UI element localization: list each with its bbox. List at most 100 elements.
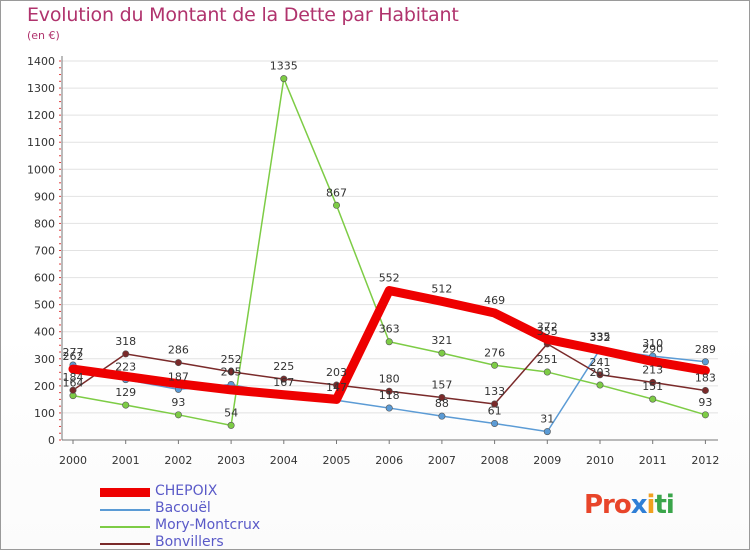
- y-tick-label: 1300: [27, 82, 55, 95]
- data-point: [69, 365, 77, 373]
- data-label: 129: [115, 386, 136, 399]
- data-label: 183: [695, 371, 716, 384]
- data-label: 205: [221, 366, 242, 379]
- data-label: 286: [168, 344, 189, 357]
- data-point: [332, 201, 340, 209]
- x-tick-label: 2000: [59, 454, 87, 467]
- x-tick-label: 2008: [481, 454, 509, 467]
- data-point: [174, 411, 182, 419]
- y-tick-label: 1200: [27, 109, 55, 122]
- data-label: 184: [63, 371, 84, 384]
- data-point: [701, 411, 709, 419]
- chart-subtitle: (en €): [27, 29, 60, 42]
- data-point: [491, 419, 499, 427]
- data-label: 223: [115, 361, 136, 374]
- data-point: [649, 378, 657, 386]
- x-tick-label: 2005: [323, 454, 351, 467]
- data-point: [122, 373, 129, 380]
- data-label: 290: [642, 342, 663, 355]
- legend-swatch: [100, 488, 150, 497]
- data-point: [333, 396, 340, 403]
- y-tick-label: 1000: [27, 163, 55, 176]
- logo-part-2: x: [630, 490, 648, 520]
- data-point: [227, 368, 235, 376]
- y-tick-label: 100: [34, 407, 55, 420]
- legend-label: Bonvillers: [155, 534, 224, 550]
- data-label: 31: [540, 413, 554, 426]
- data-label: 203: [590, 366, 611, 379]
- data-label: 867: [326, 186, 347, 199]
- y-tick-label: 900: [34, 190, 55, 203]
- data-point: [491, 361, 499, 369]
- data-point: [175, 380, 182, 387]
- data-point: [543, 428, 551, 436]
- data-point: [385, 287, 393, 294]
- data-point: [280, 75, 288, 83]
- legend-label: CHEPOIX: [155, 483, 218, 499]
- x-tick-label: 2010: [586, 454, 614, 467]
- data-point: [701, 358, 709, 366]
- y-tick-label: 600: [34, 272, 55, 285]
- data-label: 241: [590, 356, 611, 369]
- data-label: 251: [537, 353, 558, 366]
- data-label: 164: [63, 377, 84, 390]
- data-point: [649, 358, 657, 365]
- logo-part-1: Pro: [584, 490, 632, 520]
- y-tick-label: 800: [34, 217, 55, 230]
- data-label: 157: [431, 378, 452, 391]
- legend-swatch: [100, 543, 150, 545]
- data-label: 310: [642, 337, 663, 350]
- data-point: [543, 368, 551, 376]
- proxiti-logo: Proxiti: [584, 490, 675, 520]
- data-point: [438, 393, 446, 401]
- chart-title: Evolution du Montant de la Dette par Hab…: [27, 4, 459, 26]
- legend-item: Bonvillers: [100, 534, 400, 552]
- data-point: [280, 391, 288, 399]
- data-label: 180: [379, 372, 400, 385]
- legend-label: Bacouël: [155, 500, 211, 516]
- data-label: 118: [379, 389, 400, 402]
- data-label: 61: [488, 404, 502, 417]
- y-tick-label: 700: [34, 245, 55, 258]
- data-point: [596, 381, 604, 389]
- data-label: 93: [698, 396, 712, 409]
- x-tick-label: 2011: [639, 454, 667, 467]
- data-point: [280, 375, 288, 383]
- data-label: 54: [224, 406, 238, 419]
- data-label: 277: [63, 346, 84, 359]
- data-label: 213: [642, 363, 663, 376]
- data-point: [122, 350, 130, 358]
- data-label: 88: [435, 397, 449, 410]
- data-point: [385, 387, 393, 395]
- legend-item: CHEPOIX: [100, 483, 400, 501]
- data-label: 1335: [270, 60, 298, 73]
- y-tick-label: 200: [34, 380, 55, 393]
- x-tick-label: 2004: [270, 454, 298, 467]
- data-point: [385, 404, 393, 412]
- data-label: 276: [484, 346, 505, 359]
- logo-part-3: i: [646, 490, 656, 520]
- data-label: 321: [431, 334, 452, 347]
- data-point: [174, 359, 182, 367]
- data-point: [227, 421, 235, 429]
- legend-item: Mory-Montcrux: [100, 517, 400, 535]
- data-label: 203: [326, 366, 347, 379]
- data-point: [438, 349, 446, 357]
- logo-part-4: ti: [654, 490, 674, 520]
- data-point: [438, 298, 446, 305]
- data-label: 289: [695, 343, 716, 356]
- data-label: 363: [379, 323, 400, 336]
- y-tick-label: 1400: [27, 55, 55, 68]
- data-label: 372: [537, 320, 558, 333]
- data-label: 225: [273, 360, 294, 373]
- x-tick-label: 2009: [533, 454, 561, 467]
- y-tick-label: 0: [48, 434, 55, 447]
- data-label: 512: [431, 282, 452, 295]
- data-label: 552: [379, 272, 400, 285]
- data-label: 187: [168, 370, 189, 383]
- x-tick-label: 2002: [164, 454, 192, 467]
- data-label: 332: [590, 331, 611, 344]
- legend-swatch: [100, 526, 150, 528]
- x-tick-label: 2001: [112, 454, 140, 467]
